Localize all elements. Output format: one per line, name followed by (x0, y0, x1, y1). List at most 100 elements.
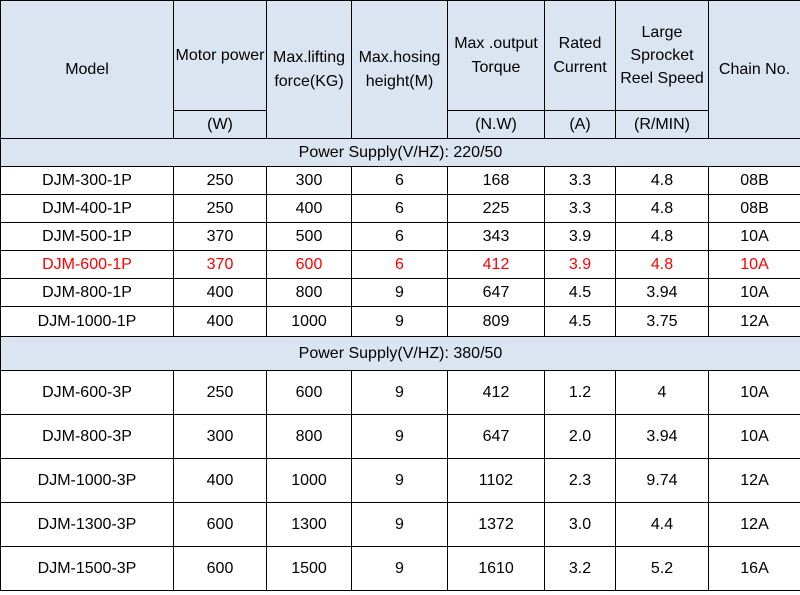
cell-lifting: 500 (266, 222, 352, 251)
cell-speed: 4.8 (615, 222, 709, 251)
cell-chain: 10A (708, 222, 800, 251)
table-row: DJM-1500-3P 600 1500 9 1610 3.2 5.2 16A (0, 546, 800, 591)
header-model: Model (0, 0, 174, 139)
cell-current: 3.3 (544, 194, 616, 223)
header-motor-power: Motor power (173, 0, 267, 111)
cell-model: DJM-1000-3P (0, 458, 174, 503)
cell-torque: 647 (447, 414, 545, 459)
cell-height: 6 (351, 222, 448, 251)
table-row: DJM-500-1P 370 500 6 343 3.9 4.8 10A (0, 222, 800, 251)
cell-height: 9 (351, 306, 448, 337)
cell-power: 250 (173, 194, 267, 223)
table-row: DJM-600-3P 250 600 9 412 1.2 4 10A (0, 370, 800, 415)
cell-chain: 12A (708, 502, 800, 547)
cell-power: 300 (173, 414, 267, 459)
cell-model: DJM-600-3P (0, 370, 174, 415)
cell-speed: 4.8 (615, 194, 709, 223)
cell-chain: 16A (708, 546, 800, 591)
cell-model: DJM-1500-3P (0, 546, 174, 591)
cell-height: 6 (351, 166, 448, 195)
cell-height: 9 (351, 458, 448, 503)
table-row: DJM-1000-1P 400 1000 9 809 4.5 3.75 12A (0, 306, 800, 337)
cell-lifting: 600 (266, 250, 352, 279)
unit-large-sprocket: (R/MIN) (615, 110, 709, 139)
cell-torque: 412 (447, 370, 545, 415)
cell-chain: 12A (708, 458, 800, 503)
table-row: DJM-300-1P 250 300 6 168 3.3 4.8 08B (0, 166, 800, 195)
cell-speed: 3.75 (615, 306, 709, 337)
cell-current: 1.2 (544, 370, 616, 415)
cell-power: 400 (173, 306, 267, 337)
header-max-lifting: Max.lifting force(KG) (266, 0, 352, 139)
cell-speed: 4.4 (615, 502, 709, 547)
cell-power: 600 (173, 546, 267, 591)
section-title: Power Supply(V/HZ): 380/50 (0, 336, 800, 371)
cell-torque: 1610 (447, 546, 545, 591)
cell-chain: 10A (708, 250, 800, 279)
cell-power: 400 (173, 458, 267, 503)
cell-model: DJM-800-1P (0, 278, 174, 307)
cell-power: 600 (173, 502, 267, 547)
table-row: DJM-1000-3P 400 1000 9 1102 2.3 9.74 12A (0, 458, 800, 503)
cell-current: 3.9 (544, 250, 616, 279)
unit-max-output: (N.W) (447, 110, 545, 139)
cell-model: DJM-500-1P (0, 222, 174, 251)
cell-torque: 809 (447, 306, 545, 337)
cell-current: 3.3 (544, 166, 616, 195)
cell-speed: 3.94 (615, 278, 709, 307)
cell-lifting: 1300 (266, 502, 352, 547)
cell-model: DJM-600-1P (0, 250, 174, 279)
cell-speed: 9.74 (615, 458, 709, 503)
cell-height: 9 (351, 370, 448, 415)
header-rated-current: Rated Current (544, 0, 616, 111)
cell-power: 370 (173, 250, 267, 279)
cell-torque: 225 (447, 194, 545, 223)
cell-power: 370 (173, 222, 267, 251)
cell-torque: 647 (447, 278, 545, 307)
cell-height: 6 (351, 194, 448, 223)
cell-speed: 4.8 (615, 250, 709, 279)
cell-height: 9 (351, 278, 448, 307)
header-chain-no: Chain No. (708, 0, 800, 139)
cell-current: 2.3 (544, 458, 616, 503)
cell-height: 9 (351, 502, 448, 547)
cell-current: 3.2 (544, 546, 616, 591)
table-row: DJM-1300-3P 600 1300 9 1372 3.0 4.4 12A (0, 502, 800, 547)
header-max-hosing: Max.hosing height(M) (351, 0, 448, 139)
cell-chain: 08B (708, 194, 800, 223)
cell-chain: 12A (708, 306, 800, 337)
header-large-sprocket: Large Sprocket Reel Speed (615, 0, 709, 111)
cell-power: 400 (173, 278, 267, 307)
cell-current: 3.9 (544, 222, 616, 251)
cell-current: 3.0 (544, 502, 616, 547)
unit-motor-power: (W) (173, 110, 267, 139)
cell-chain: 08B (708, 166, 800, 195)
cell-chain: 10A (708, 278, 800, 307)
cell-speed: 4.8 (615, 166, 709, 195)
section-title: Power Supply(V/HZ): 220/50 (0, 138, 800, 167)
cell-current: 4.5 (544, 306, 616, 337)
cell-current: 4.5 (544, 278, 616, 307)
cell-chain: 10A (708, 370, 800, 415)
cell-lifting: 400 (266, 194, 352, 223)
cell-lifting: 800 (266, 278, 352, 307)
cell-current: 2.0 (544, 414, 616, 459)
cell-model: DJM-1300-3P (0, 502, 174, 547)
cell-torque: 168 (447, 166, 545, 195)
cell-power: 250 (173, 370, 267, 415)
table-row: DJM-600-1P 370 600 6 412 3.9 4.8 10A (0, 250, 800, 279)
cell-speed: 3.94 (615, 414, 709, 459)
header-max-output: Max .output Torque (447, 0, 545, 111)
unit-rated-current: (A) (544, 110, 616, 139)
cell-torque: 412 (447, 250, 545, 279)
cell-model: DJM-400-1P (0, 194, 174, 223)
cell-model: DJM-800-3P (0, 414, 174, 459)
cell-torque: 343 (447, 222, 545, 251)
cell-height: 9 (351, 546, 448, 591)
cell-lifting: 600 (266, 370, 352, 415)
cell-lifting: 1500 (266, 546, 352, 591)
cell-lifting: 800 (266, 414, 352, 459)
cell-model: DJM-300-1P (0, 166, 174, 195)
table-row: DJM-400-1P 250 400 6 225 3.3 4.8 08B (0, 194, 800, 223)
cell-chain: 10A (708, 414, 800, 459)
